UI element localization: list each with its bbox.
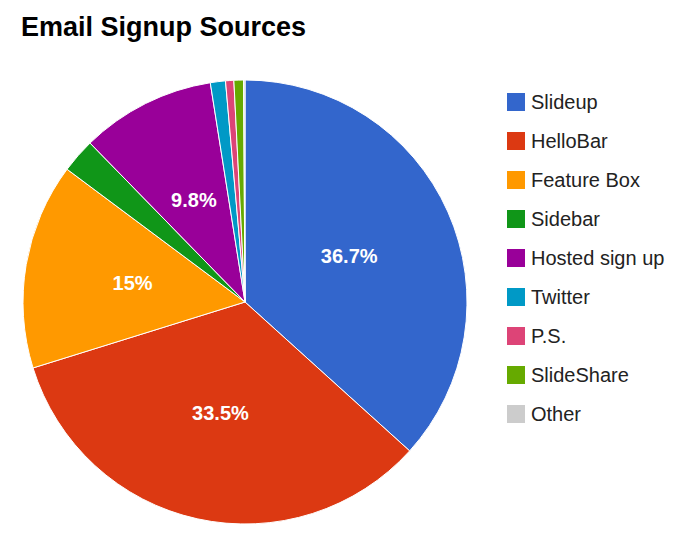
svg-text:Feature Box: Feature Box xyxy=(531,169,640,191)
svg-text:Slideup: Slideup xyxy=(531,91,598,113)
svg-text:Twitter: Twitter xyxy=(531,286,590,308)
svg-text:Other: Other xyxy=(531,403,581,425)
svg-text:Sidebar: Sidebar xyxy=(531,208,600,230)
svg-text:33.5%: 33.5% xyxy=(192,402,249,424)
svg-text:15%: 15% xyxy=(113,272,153,294)
svg-text:P.S.: P.S. xyxy=(531,325,566,347)
svg-text:9.8%: 9.8% xyxy=(171,189,217,211)
svg-text:HelloBar: HelloBar xyxy=(531,130,608,152)
svg-text:SlideShare: SlideShare xyxy=(531,364,629,386)
svg-text:Hosted sign up: Hosted sign up xyxy=(531,247,664,269)
svg-text:36.7%: 36.7% xyxy=(321,245,378,267)
svg-text:Email Signup Sources: Email Signup Sources xyxy=(21,12,306,42)
